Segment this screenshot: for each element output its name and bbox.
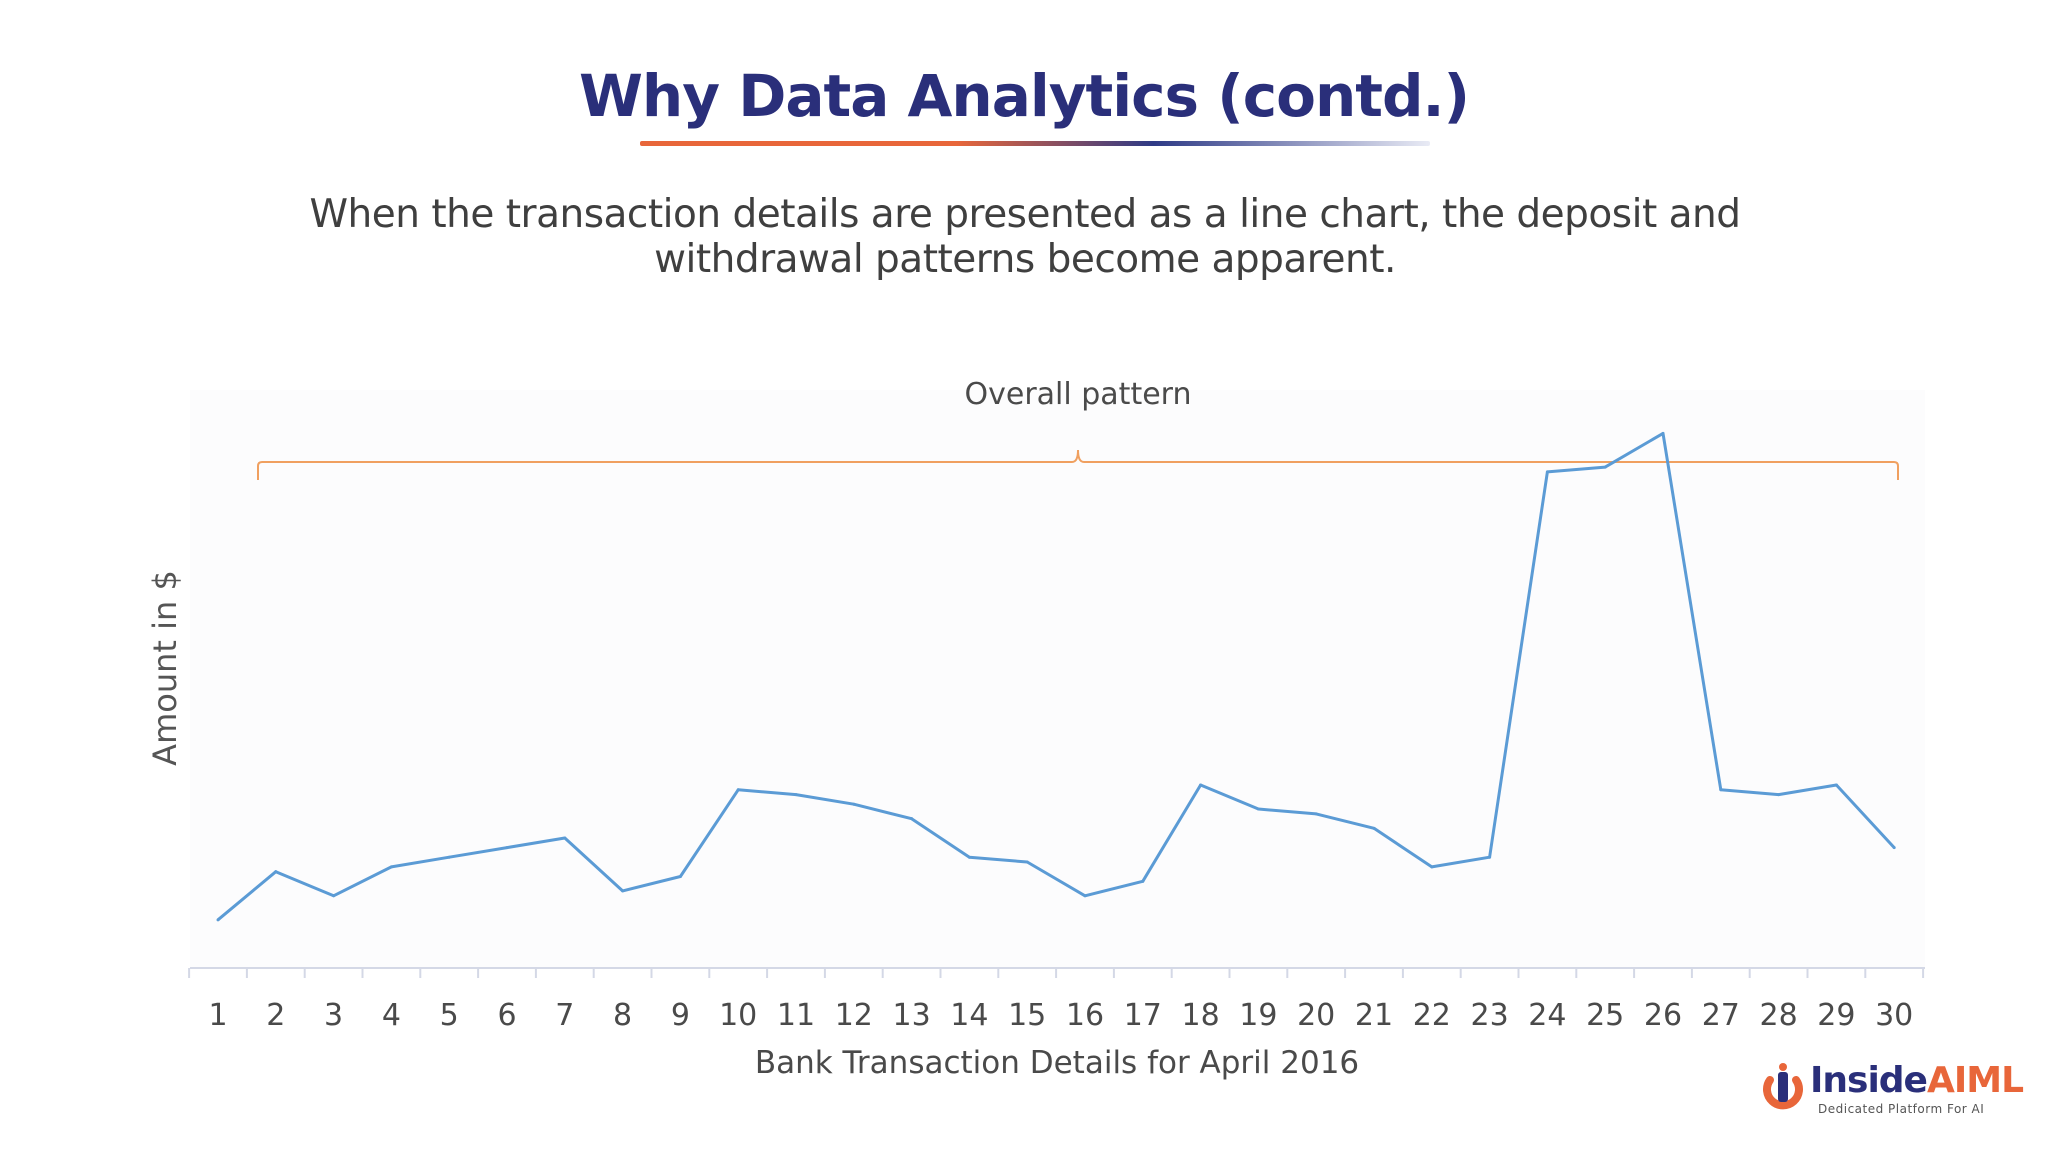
data-point	[332, 894, 336, 898]
data-point	[1488, 855, 1492, 859]
insideaiml-logo: InsideAIML Dedicated Platform For AI	[1762, 1060, 2024, 1120]
data-point	[505, 846, 509, 850]
data-point	[1430, 865, 1434, 869]
data-point	[447, 855, 451, 859]
slide-subtitle: When the transaction details are present…	[300, 192, 1750, 282]
data-point	[852, 802, 856, 806]
x-tick-label: 18	[1182, 998, 1220, 1033]
data-point	[1661, 431, 1665, 435]
data-point	[1777, 793, 1781, 797]
x-tick-label: 10	[719, 998, 757, 1033]
x-tick-label: 20	[1297, 998, 1335, 1033]
x-axis-tick-labels: 1 2 3 4 5 6 7 8 9 10 11 12 13 14 15 16 17 18 19 20 21 22 23 24 2…	[208, 998, 1913, 1033]
data-point	[274, 870, 278, 874]
title-underline	[640, 141, 1430, 146]
x-axis-label: Bank Transaction Details for April 2016	[755, 1045, 1359, 1081]
x-tick-label: 21	[1355, 998, 1393, 1033]
x-axis-ticks	[188, 968, 1925, 978]
data-point	[967, 855, 971, 859]
overall-pattern-bracket	[257, 449, 1899, 480]
x-tick-label: 14	[950, 998, 988, 1033]
data-point	[1256, 807, 1260, 811]
y-axis-label: Amount in $	[146, 570, 184, 766]
data-point	[621, 889, 625, 893]
data-point	[1372, 826, 1376, 830]
data-point	[1603, 465, 1607, 469]
data-point	[1834, 783, 1838, 787]
x-tick-label: 1	[208, 998, 227, 1033]
data-point	[1719, 788, 1723, 792]
data-point	[1083, 894, 1087, 898]
x-tick-label: 23	[1471, 998, 1509, 1033]
x-tick-label: 9	[671, 998, 690, 1033]
x-tick-label: 4	[382, 998, 401, 1033]
x-tick-label: 29	[1817, 998, 1855, 1033]
annotation-label: Overall pattern	[965, 377, 1192, 412]
data-point	[1314, 812, 1318, 816]
x-tick-label: 12	[835, 998, 873, 1033]
data-point	[910, 817, 914, 821]
series-line	[217, 431, 1896, 921]
x-tick-label: 28	[1760, 998, 1798, 1033]
data-point	[1141, 879, 1145, 883]
logo-tagline: Dedicated Platform For AI	[1818, 1102, 1985, 1116]
logo-wordmark: InsideAIML	[1810, 1060, 2024, 1101]
x-tick-label: 3	[324, 998, 343, 1033]
x-tick-label: 24	[1528, 998, 1566, 1033]
x-tick-label: 6	[497, 998, 516, 1033]
data-point	[678, 874, 682, 878]
data-point	[794, 793, 798, 797]
data-point	[389, 865, 393, 869]
plot-background	[190, 390, 1925, 968]
x-tick-label: 13	[893, 998, 931, 1033]
x-tick-label: 17	[1124, 998, 1162, 1033]
x-tick-label: 5	[440, 998, 459, 1033]
x-tick-label: 11	[777, 998, 815, 1033]
subtitle-line-2: withdrawal patterns become apparent.	[654, 237, 1396, 282]
x-tick-label: 22	[1413, 998, 1451, 1033]
x-tick-label: 7	[555, 998, 574, 1033]
subtitle-line-1: When the transaction details are present…	[309, 192, 1741, 237]
series-points	[216, 431, 1896, 922]
logo-mark-icon	[1763, 1063, 1803, 1110]
data-point	[1892, 846, 1896, 850]
x-tick-label: 16	[1066, 998, 1104, 1033]
x-tick-label: 27	[1702, 998, 1740, 1033]
slide-title: Why Data Analytics (contd.)	[578, 62, 1470, 130]
data-point	[1545, 470, 1549, 474]
x-tick-label: 8	[613, 998, 632, 1033]
x-tick-label: 19	[1239, 998, 1277, 1033]
data-point	[1025, 860, 1029, 864]
data-point	[563, 836, 567, 840]
x-tick-label: 25	[1586, 998, 1624, 1033]
data-point	[1199, 783, 1203, 787]
x-tick-label: 26	[1644, 998, 1682, 1033]
data-point	[736, 788, 740, 792]
x-tick-label: 15	[1008, 998, 1046, 1033]
data-point	[216, 918, 220, 922]
x-tick-label: 2	[266, 998, 285, 1033]
x-tick-label: 30	[1875, 998, 1913, 1033]
